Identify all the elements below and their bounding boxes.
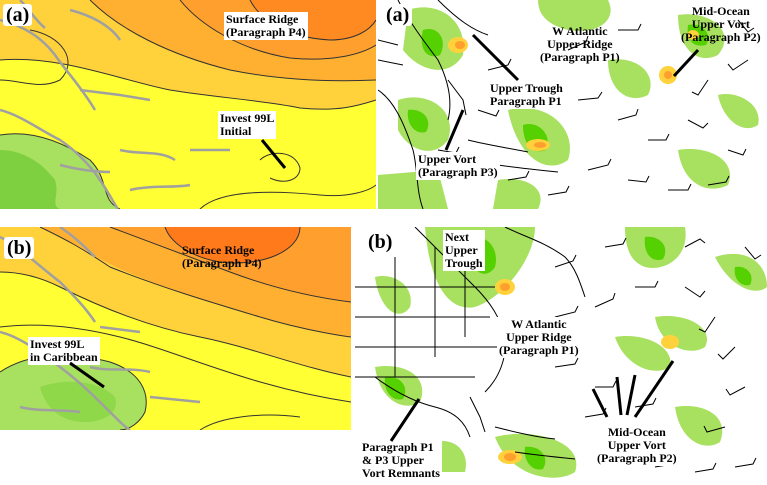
- surface-pressure-map-b: [0, 227, 351, 430]
- mid-ocean-upper-vort-label: Mid-Ocean Upper Vort (Paragraph P2): [681, 4, 761, 44]
- upper-trough-label: Upper Trough Paragraph P1: [488, 81, 565, 109]
- pointer-arrows: [444, 33, 700, 151]
- pressure-contour-band: [165, 227, 300, 263]
- boundaries-and-coastlines: [355, 227, 586, 460]
- peak-vorticity-areas: [500, 283, 516, 461]
- next-upper-trough-label: Next Upper Trough: [443, 230, 485, 271]
- panel-bottom-right-upper-air-map: (b) Next Upper Trough W Atlantic Upper R…: [355, 227, 767, 485]
- upper-vort-remnants-label: Paragraph P1 & P3 Upper Vort Remnants: [360, 440, 442, 481]
- upper-air-map-a: [378, 0, 759, 209]
- w-atlantic-upper-ridge-label: W Atlantic Upper Ridge (Paragraph P1): [497, 317, 581, 358]
- panel-bottom-left-surface-map: (b) Surface Ridge (Paragraph P4) Invest …: [0, 227, 351, 430]
- surface-ridge-label: Surface Ridge (Paragraph P4): [224, 12, 308, 40]
- invest-99l-label: Invest 99L in Caribbean: [28, 337, 100, 365]
- invest-99l-label: Invest 99L Initial: [218, 111, 277, 139]
- pointer-arrows: [389, 360, 675, 442]
- isobar-lines: [0, 227, 351, 430]
- panel-letter: (b): [365, 231, 396, 253]
- pressure-contour-band: [250, 0, 376, 40]
- upper-vort-label: Upper Vort (Paragraph P3): [416, 152, 500, 180]
- low-pressure-area: [0, 150, 60, 209]
- panel-top-left-surface-map: (a) Surface Ridge (Paragraph P4) Invest …: [0, 0, 376, 209]
- peak-vorticity-areas: [455, 41, 672, 148]
- panel-letter: (b): [4, 237, 35, 259]
- pointer-arrows: [69, 361, 105, 389]
- panel-letter: (a): [3, 4, 33, 26]
- isobar-lines: [0, 0, 376, 209]
- surface-ridge-label: Surface Ridge (Paragraph P4): [182, 243, 262, 270]
- low-pressure-area: [40, 381, 116, 422]
- pointer-arrows: [260, 139, 287, 169]
- w-atlantic-upper-ridge-label: W Atlantic Upper Ridge (Paragraph P1): [540, 24, 620, 64]
- panel-letter: (a): [383, 4, 413, 26]
- coastlines: [0, 0, 230, 209]
- mid-ocean-upper-vort-label: Mid-Ocean Upper Vort (Paragraph P2): [595, 425, 679, 466]
- panel-top-right-upper-air-map: (a) W Atlantic Upper Ridge (Paragraph P1…: [378, 0, 767, 209]
